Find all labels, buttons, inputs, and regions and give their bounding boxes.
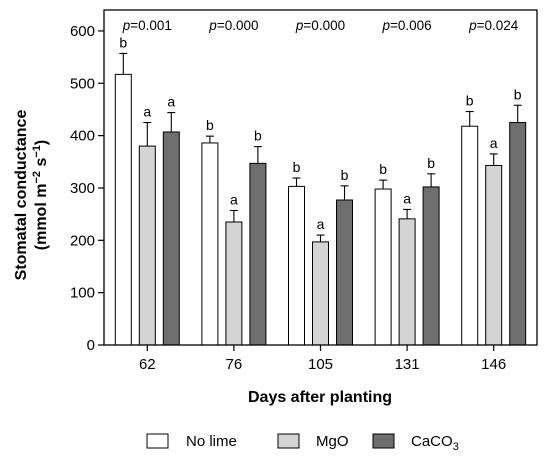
significance-letter: b — [341, 167, 349, 183]
y-tick-label: 100 — [70, 285, 95, 302]
legend-swatch-no-lime — [146, 433, 169, 449]
bar-mgo — [398, 218, 416, 346]
p-value-symbol: p — [382, 18, 391, 33]
significance-letter: b — [514, 86, 522, 102]
x-tick-label: 105 — [308, 356, 333, 373]
legend-swatch-caco3 — [372, 433, 395, 449]
p-value-number: =0.001 — [130, 18, 172, 33]
bars-layer — [114, 52, 527, 346]
x-tick-label: 131 — [395, 356, 420, 373]
legend-label-caco3-sub: 3 — [453, 441, 459, 453]
bar-mgo — [485, 164, 503, 346]
legend-swatch-mgo — [277, 433, 300, 449]
legend: No lime MgO CaCO3 — [146, 433, 459, 453]
significance-letter: a — [230, 191, 238, 207]
p-value-number: =0.006 — [390, 18, 432, 33]
bar-no-lime — [114, 73, 132, 346]
y-tick-label: 200 — [70, 232, 95, 249]
significance-letter: b — [119, 34, 127, 50]
y-tick-label: 600 — [70, 23, 95, 40]
p-value-symbol: p — [208, 18, 217, 33]
x-tick-label: 76 — [226, 356, 243, 373]
significance-letter: b — [206, 117, 214, 133]
significance-letter: b — [293, 159, 301, 175]
y-tick-label: 400 — [70, 128, 95, 145]
y-axis-title-line2: (mmol m−2 s−1) — [31, 140, 50, 250]
y-tick-label: 500 — [70, 75, 95, 92]
bar-mgo — [138, 145, 156, 346]
p-value-symbol: p — [295, 18, 304, 33]
significance-letter: b — [379, 161, 387, 177]
legend-label-no-lime: No lime — [186, 433, 237, 450]
significance-letter: b — [466, 93, 474, 109]
p-value-symbol: p — [122, 18, 131, 33]
y-axis-title: Stomatal conductance (mmol m−2 s−1) — [13, 110, 50, 281]
y-axis-title-unit-prefix: (mmol m — [33, 184, 50, 251]
p-value-label: p=0.000 — [208, 18, 258, 33]
y-tick-label: 0 — [87, 337, 95, 354]
significance-letter: a — [167, 94, 175, 110]
bar-mgo — [225, 221, 243, 346]
p-value-label: p=0.006 — [382, 18, 432, 33]
significance-letter: a — [490, 135, 498, 151]
significance-letter: b — [427, 155, 435, 171]
x-tick-label: 62 — [139, 356, 156, 373]
y-tick-label: 300 — [70, 180, 95, 197]
legend-label-caco3: CaCO3 — [411, 433, 459, 453]
x-tick-label: 146 — [481, 356, 506, 373]
bar-mgo — [312, 241, 329, 346]
p-value-number: =0.024 — [477, 18, 519, 33]
axes-layer — [98, 9, 538, 351]
y-axis-title-sup2: −1 — [31, 145, 43, 158]
legend-label-caco3-base: CaCO — [411, 433, 453, 450]
y-axis-title-sup1: −2 — [31, 171, 43, 184]
bar-no-lime — [201, 142, 219, 346]
bar-caco3 — [509, 122, 527, 346]
y-axis-title-unit-mid: s — [33, 158, 50, 171]
bar-no-lime — [288, 185, 305, 346]
bar-caco3 — [162, 131, 180, 346]
legend-label-mgo: MgO — [316, 433, 349, 450]
bar-no-lime — [374, 188, 392, 346]
labels-layer: 010020030040050060062p=0.001baa76p=0.000… — [70, 18, 522, 373]
significance-letter: b — [254, 128, 262, 144]
p-value-number: =0.000 — [217, 18, 259, 33]
p-value-number: =0.000 — [303, 18, 345, 33]
bar-caco3 — [336, 199, 353, 346]
significance-letter: a — [143, 104, 151, 120]
p-value-label: p=0.000 — [295, 18, 345, 33]
bar-caco3 — [249, 162, 267, 346]
significance-letter: a — [317, 216, 325, 232]
bar-no-lime — [461, 125, 479, 346]
p-value-symbol: p — [468, 18, 477, 33]
bar-caco3 — [422, 186, 440, 346]
y-axis-title-line1: Stomatal conductance — [13, 110, 30, 281]
x-axis-title: Days after planting — [248, 389, 392, 406]
y-axis-title-unit-suffix: ) — [33, 140, 50, 145]
p-value-label: p=0.001 — [122, 18, 172, 33]
p-value-label: p=0.024 — [468, 18, 519, 33]
significance-letter: a — [403, 190, 411, 206]
